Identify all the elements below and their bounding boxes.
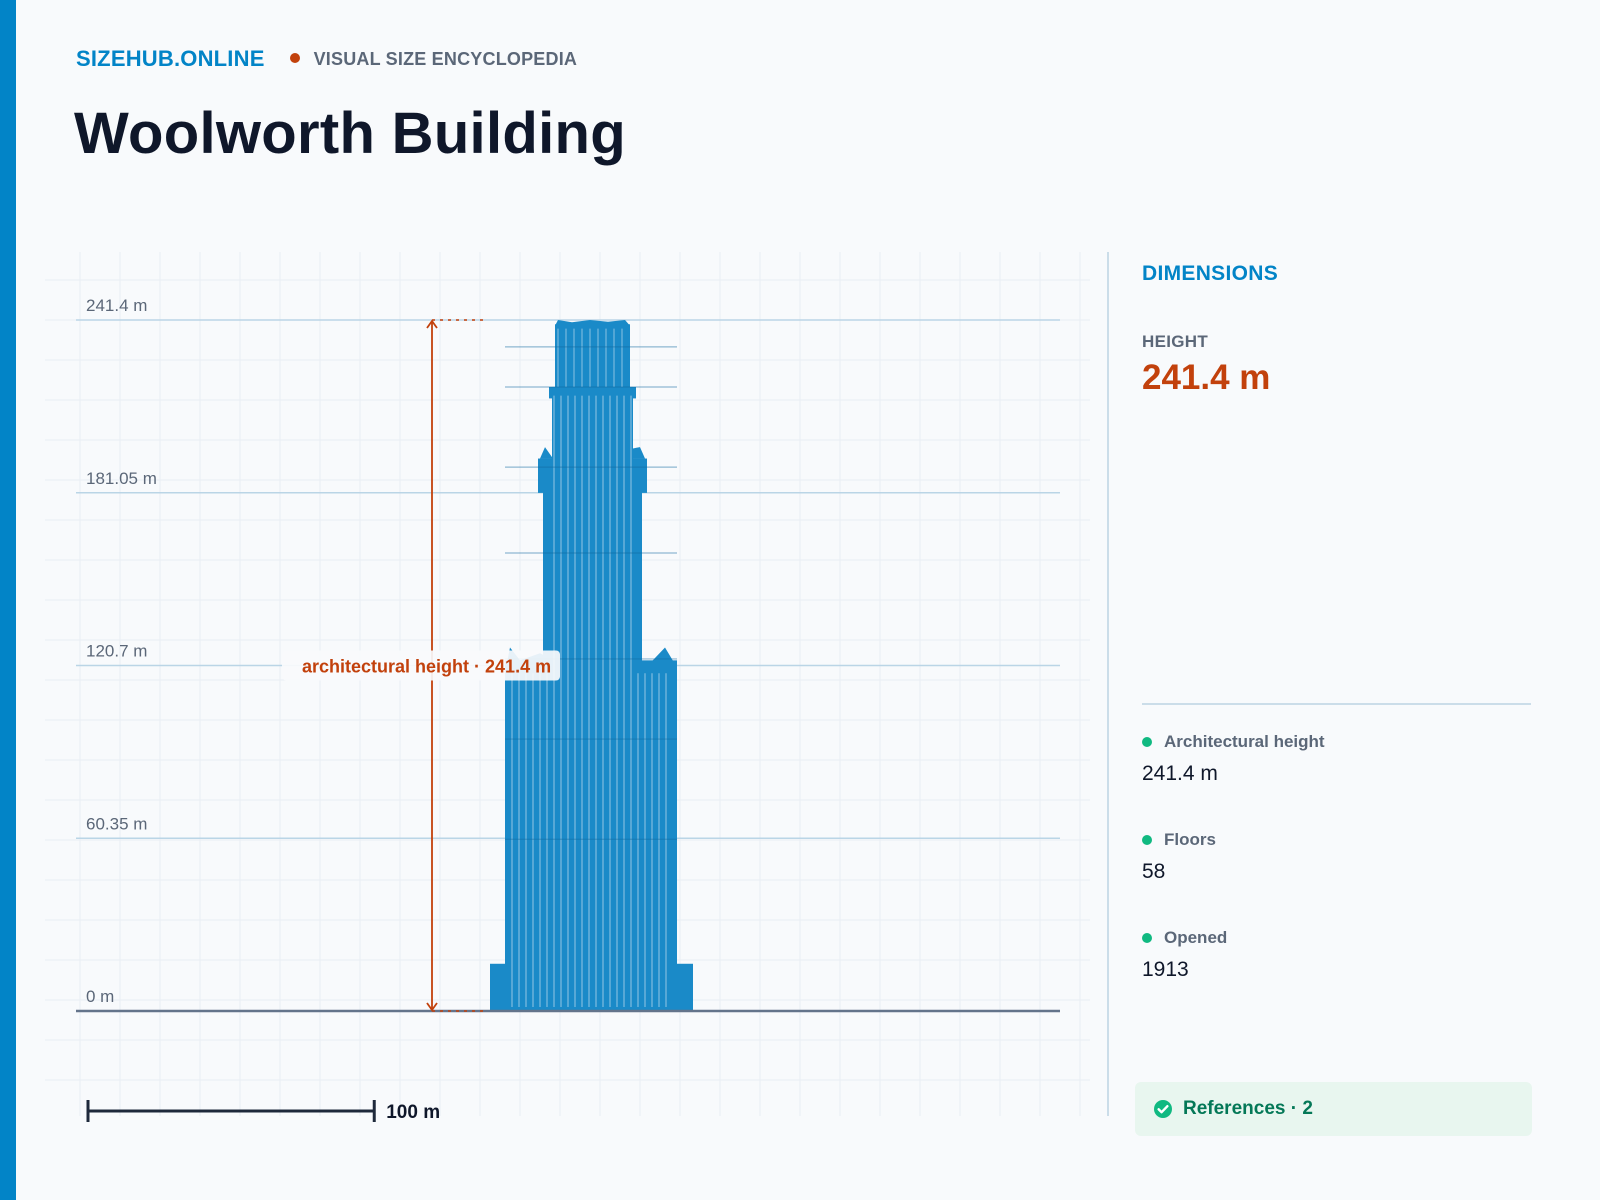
panel-title: DIMENSIONS — [1142, 262, 1279, 285]
stat-value: 1913 — [1142, 958, 1189, 981]
stat-label: Opened — [1164, 928, 1228, 947]
status-dot-icon — [1142, 933, 1152, 943]
tick-label: 241.4 m — [86, 296, 147, 315]
tick-label: 181.05 m — [86, 469, 157, 488]
tagline: VISUAL SIZE ENCYCLOPEDIA — [313, 48, 578, 69]
building-silhouette — [490, 320, 693, 1012]
height-label: HEIGHT — [1142, 332, 1209, 351]
stat-label: Architectural height — [1164, 732, 1325, 751]
site-header: SIZEHUB.ONLINE VISUAL SIZE ENCYCLOPEDIA — [76, 46, 577, 72]
measure-label: architectural height · 241.4 m — [302, 657, 551, 677]
scale-bar-label: 100 m — [386, 1102, 440, 1123]
dimensions-panel: DIMENSIONS HEIGHT 241.4 m — [1142, 262, 1532, 398]
panel-divider-horizontal — [1142, 703, 1531, 705]
status-dot-icon — [1142, 737, 1152, 747]
tick-label: 60.35 m — [86, 814, 147, 833]
stat-floors: Floors 58 — [1142, 830, 1532, 928]
stats-list: Architectural height 241.4 m Floors 58 O… — [1142, 732, 1532, 1026]
stat-architectural-height: Architectural height 241.4 m — [1142, 732, 1532, 830]
stat-label: Floors — [1164, 830, 1216, 849]
separator-dot-icon — [289, 53, 300, 63]
stat-value: 241.4 m — [1142, 762, 1218, 785]
arrow-down-icon — [426, 1002, 438, 1012]
brand-link[interactable]: SIZEHUB.ONLINE — [76, 46, 265, 71]
arrow-up-icon — [426, 319, 438, 329]
measure-label-bg — [282, 650, 560, 681]
height-diagram: 0 m 60.35 m 120.7 m 181.05 m 241.4 m archite… — [45, 252, 1090, 1123]
check-circle-icon — [1154, 1100, 1172, 1118]
stat-opened: Opened 1913 — [1142, 928, 1532, 1026]
height-measurement: architectural height · 241.4 m — [282, 319, 560, 1012]
stat-value: 58 — [1142, 860, 1166, 883]
accent-bar — [0, 0, 16, 1200]
status-dot-icon — [1142, 835, 1152, 845]
tick-label: 0 m — [86, 987, 114, 1006]
references-button[interactable]: References · 2 — [1135, 1082, 1532, 1136]
height-value: 241.4 m — [1142, 358, 1271, 397]
tick-label: 120.7 m — [86, 642, 147, 661]
panel-divider — [1107, 252, 1109, 1116]
references-label: References · 2 — [1183, 1098, 1313, 1119]
page-title: Woolworth Building — [74, 101, 626, 166]
scale-bar: 100 m — [86, 1100, 440, 1123]
